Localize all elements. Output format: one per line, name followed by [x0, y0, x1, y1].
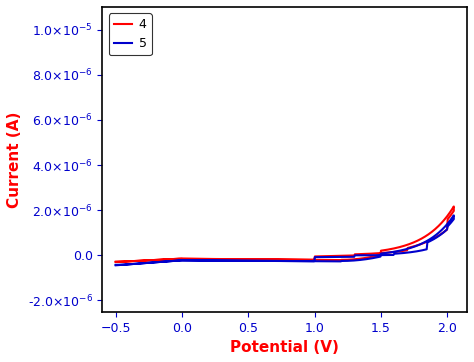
5 — [370, 256, 375, 260]
4 — [270, 257, 275, 262]
4 — [143, 258, 148, 263]
X-axis label: Potential (V): Potential (V) — [230, 340, 339, 355]
5 — [143, 261, 148, 265]
5 — [270, 259, 275, 263]
4 — [451, 204, 456, 209]
Y-axis label: Current (A): Current (A) — [7, 111, 22, 207]
4 — [370, 254, 375, 259]
5 — [141, 261, 147, 265]
5 — [284, 259, 290, 263]
Line: 5: 5 — [116, 215, 454, 265]
4 — [141, 258, 147, 263]
Line: 4: 4 — [116, 206, 454, 262]
5 — [160, 260, 166, 264]
4 — [113, 260, 118, 264]
5 — [113, 263, 118, 268]
5 — [451, 213, 456, 218]
4 — [113, 260, 118, 264]
4 — [284, 257, 290, 262]
5 — [113, 263, 118, 267]
4 — [160, 257, 166, 262]
Legend: 4, 5: 4, 5 — [109, 13, 152, 55]
